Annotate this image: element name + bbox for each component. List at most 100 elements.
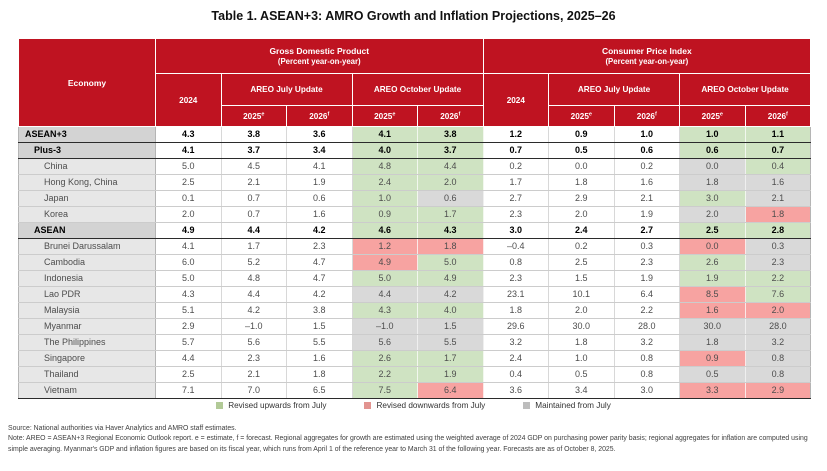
cpi-cell: 0.8 [483, 254, 550, 271]
cpi-cell: 2.5 [679, 222, 746, 239]
gdp-group-header: Gross Domestic Product (Percent year-on-… [155, 38, 484, 74]
economy-label: The Philippines [18, 334, 156, 351]
cpi-cell: 0.7 [745, 142, 812, 159]
cpi-cell: 2.3 [483, 206, 550, 223]
gdp-cell: 4.1 [155, 238, 222, 255]
cpi-cell: 2.0 [745, 302, 812, 319]
cpi-group-title: Consumer Price Index [601, 46, 692, 57]
table-row: Hong Kong, China 2.5 2.1 1.9 2.4 2.0 1.7 1.8 1.6… [18, 174, 812, 191]
cpi-cell: 2.2 [614, 302, 681, 319]
cpi-cell: 3.4 [548, 382, 615, 399]
gdp-july-2026-header: 2026f [286, 105, 353, 127]
gdp-cell: 1.0 [352, 190, 418, 207]
cpi-cell: 3.2 [614, 334, 681, 351]
gdp-cell: 1.7 [221, 238, 287, 255]
cpi-cell: 1.8 [679, 334, 746, 351]
gdp-cell: 3.8 [221, 126, 287, 143]
gdp-cell: 3.8 [417, 126, 484, 143]
gdp-2024-header: 2024 [155, 73, 222, 127]
cpi-cell: 0.3 [745, 238, 812, 255]
table-row: Brunei Darussalam 4.1 1.7 2.3 1.2 1.8 –0.4 0.2 0… [18, 238, 812, 255]
gdp-cell: 5.6 [221, 334, 287, 351]
gdp-cell: 4.3 [352, 302, 418, 319]
cpi-cell: 0.0 [679, 158, 746, 175]
table-row: Singapore 4.4 2.3 1.6 2.6 1.7 2.4 1.0 0.8 0.9 0.8 [18, 350, 812, 367]
cpi-group-subtitle: (Percent year-on-year) [605, 56, 689, 66]
cpi-cell: 1.1 [745, 126, 812, 143]
cpi-cell: 7.6 [745, 286, 812, 303]
cpi-cell: 2.7 [614, 222, 681, 239]
gdp-cell: 4.9 [352, 254, 418, 271]
gdp-cell: 4.1 [352, 126, 418, 143]
cpi-cell: 3.0 [483, 222, 550, 239]
gdp-cell: 7.5 [352, 382, 418, 399]
gdp-cell: 0.7 [221, 206, 287, 223]
cpi-cell: 1.8 [548, 174, 615, 191]
gdp-october-update-header: AREO October Update [351, 73, 484, 106]
cpi-cell: 3.0 [679, 190, 746, 207]
table-row: Myanmar 2.9 –1.0 1.5 –1.0 1.5 29.6 30.0 28.0 30.0… [18, 318, 812, 335]
legend-item-maintained: Maintained from July [523, 401, 611, 410]
table-row: Cambodia 6.0 5.2 4.7 4.9 5.0 0.8 2.5 2.3 2.6 2.3 [18, 254, 812, 271]
gdp-cell: 4.8 [352, 158, 418, 175]
cpi-cell: 0.3 [614, 238, 681, 255]
cpi-cell: 0.4 [483, 366, 550, 383]
cpi-cell: 2.5 [548, 254, 615, 271]
cpi-cell: 3.0 [614, 382, 681, 399]
gdp-cell: 4.7 [286, 254, 353, 271]
gdp-cell: 6.4 [417, 382, 484, 399]
cpi-cell: 0.7 [483, 142, 550, 159]
gdp-cell: 5.5 [417, 334, 484, 351]
gdp-cell: 2.1 [221, 174, 287, 191]
gdp-cell: 2.0 [417, 174, 484, 191]
gdp-cell: 4.4 [417, 158, 484, 175]
economy-label: Japan [18, 190, 156, 207]
economy-label: China [18, 158, 156, 175]
cpi-cell: 1.9 [614, 270, 681, 287]
gdp-cell: 1.5 [286, 318, 353, 335]
table-row: Korea 2.0 0.7 1.6 0.9 1.7 2.3 2.0 1.9 2.0 1.8 [18, 206, 812, 223]
table-row: ASEAN+3 4.3 3.8 3.6 4.1 3.8 1.2 0.9 1.0 1.0 1.1 [18, 126, 812, 143]
cpi-cell: 29.6 [483, 318, 550, 335]
gdp-cell: 1.7 [417, 206, 484, 223]
gdp-cell: 4.9 [155, 222, 222, 239]
gdp-cell: 4.4 [221, 286, 287, 303]
cpi-oct-2026-header: 2026f [744, 105, 812, 127]
gdp-cell: 1.6 [286, 206, 353, 223]
cpi-cell: 8.5 [679, 286, 746, 303]
economy-label: ASEAN+3 [18, 126, 156, 143]
economy-label: Thailand [18, 366, 156, 383]
cpi-cell: 1.0 [548, 350, 615, 367]
cpi-cell: 1.8 [548, 334, 615, 351]
cpi-cell: 3.2 [745, 334, 812, 351]
cpi-july-update-header: AREO July Update [548, 73, 681, 106]
gdp-cell: 4.3 [417, 222, 484, 239]
gdp-cell: 4.2 [286, 222, 353, 239]
gdp-cell: 1.5 [417, 318, 484, 335]
economy-label: Myanmar [18, 318, 156, 335]
gdp-cell: 5.0 [155, 158, 222, 175]
cpi-cell: 1.5 [548, 270, 615, 287]
table-row: Plus-3 4.1 3.7 3.4 4.0 3.7 0.7 0.5 0.6 0.6 0.7 [18, 142, 812, 159]
gdp-cell: 2.5 [155, 366, 222, 383]
cpi-cell: 2.4 [483, 350, 550, 367]
cpi-cell: 0.0 [679, 238, 746, 255]
cpi-oct-2025-header: 2025e [679, 105, 746, 127]
gdp-july-2025-header: 2025e [220, 105, 287, 127]
cpi-cell: 0.9 [548, 126, 615, 143]
economy-label: Vietnam [18, 382, 156, 399]
gdp-cell: 2.5 [155, 174, 222, 191]
gdp-cell: 5.7 [155, 334, 222, 351]
cpi-cell: 30.0 [679, 318, 746, 335]
gdp-cell: 3.7 [221, 142, 287, 159]
cpi-cell: 23.1 [483, 286, 550, 303]
gdp-cell: –1.0 [352, 318, 418, 335]
gdp-cell: 4.9 [417, 270, 484, 287]
table-row: China 5.0 4.5 4.1 4.8 4.4 0.2 0.0 0.2 0.0 0.4 [18, 158, 812, 175]
economy-label: Indonesia [18, 270, 156, 287]
gdp-cell: 5.6 [352, 334, 418, 351]
cpi-cell: 1.6 [679, 302, 746, 319]
table-row: Lao PDR 4.3 4.4 4.2 4.4 4.2 23.1 10.1 6.4 8.5 7.6 [18, 286, 812, 303]
cpi-cell: 1.9 [614, 206, 681, 223]
cpi-cell: 3.2 [483, 334, 550, 351]
